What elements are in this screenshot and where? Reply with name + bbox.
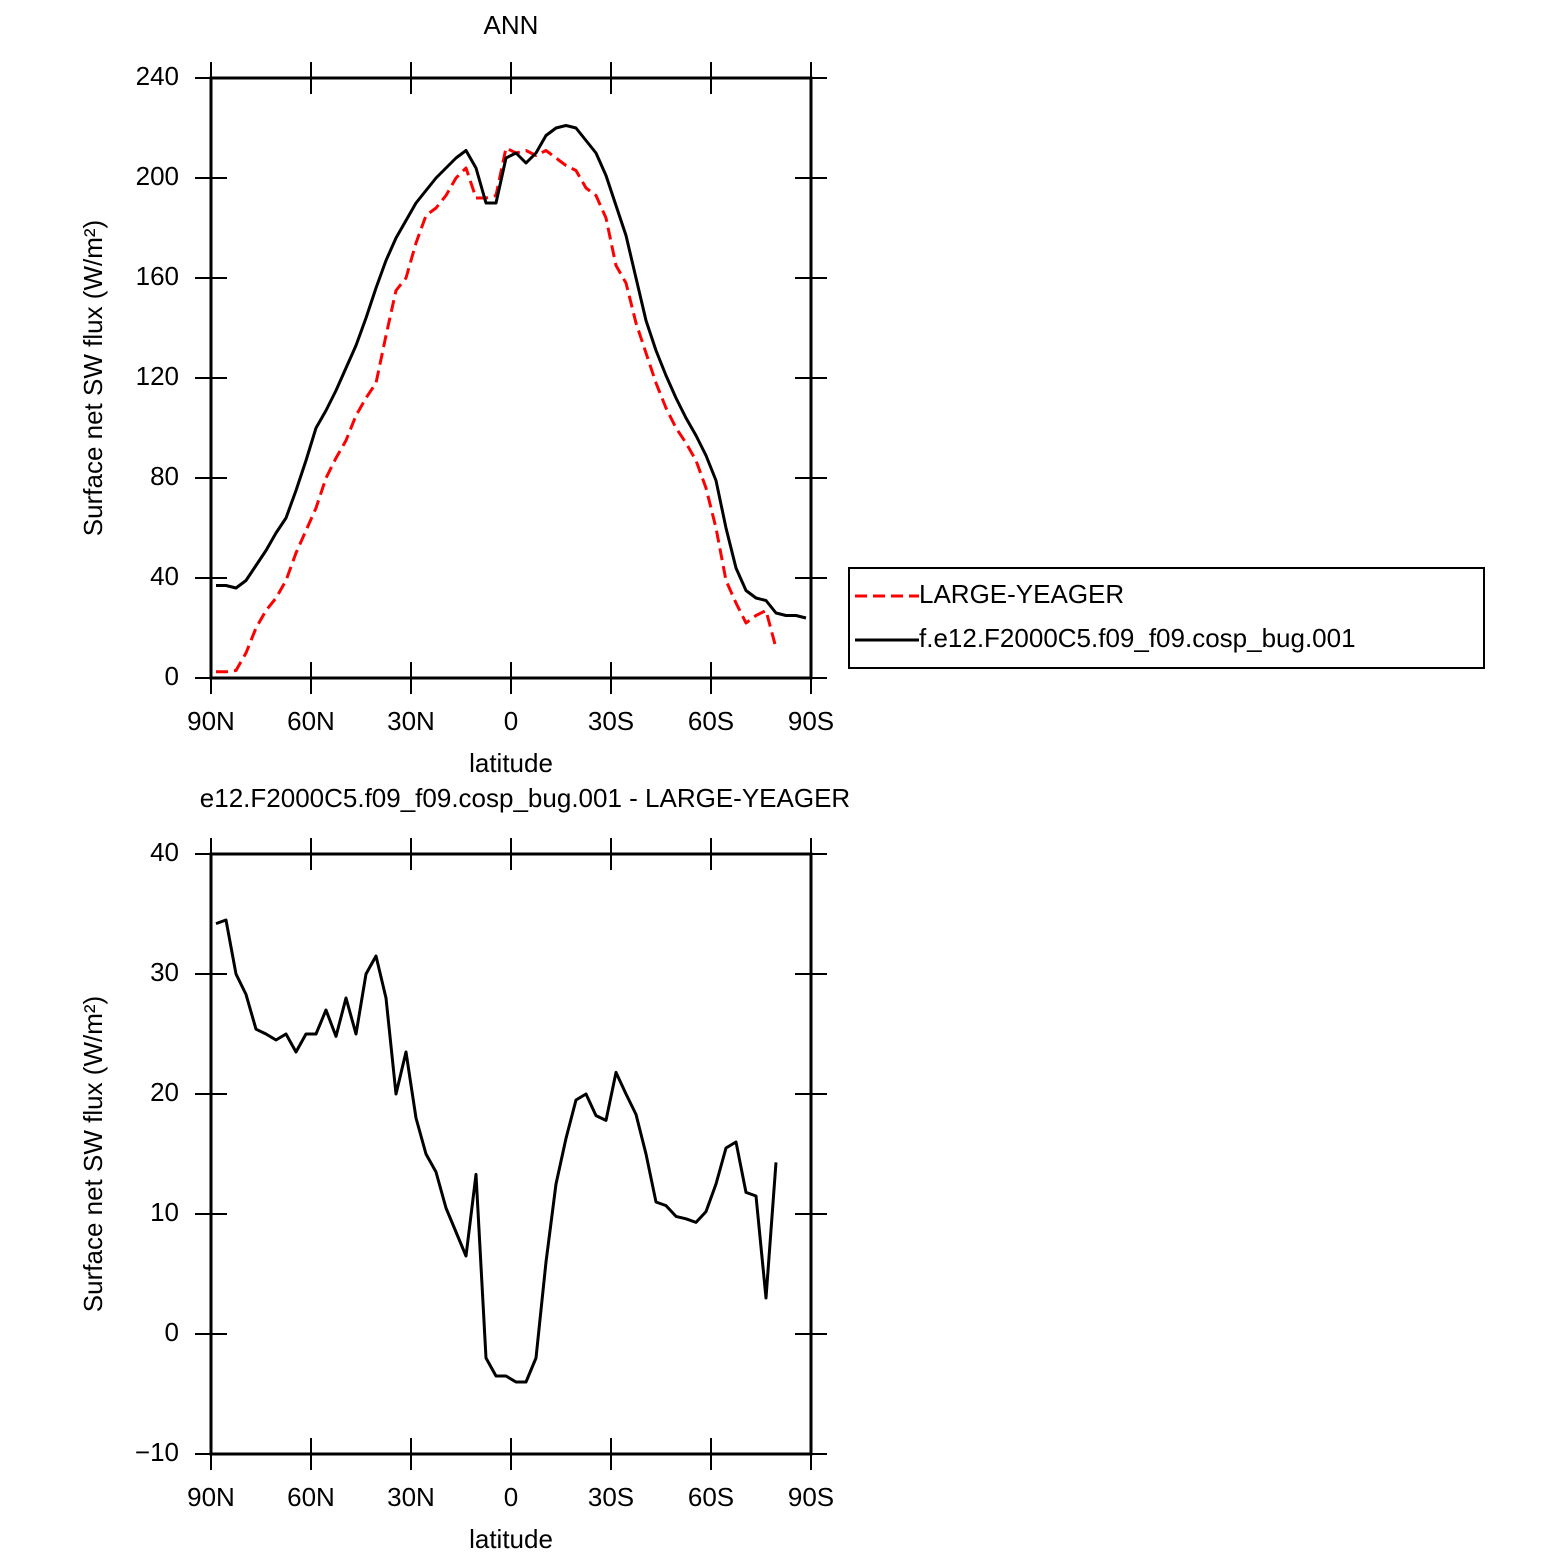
y-axis-label: Surface net SW flux (W/m²) (78, 220, 108, 536)
data-line (216, 146, 778, 674)
y-tick-label: 20 (150, 1077, 179, 1107)
x-tick-label: 60N (287, 706, 335, 736)
y-axis-label: Surface net SW flux (W/m²) (78, 996, 108, 1312)
y-tick-label: 200 (136, 161, 179, 191)
x-axis-label: latitude (469, 748, 553, 778)
data-line (215, 918, 778, 1384)
chart-title: ANN (484, 10, 539, 40)
legend-label: f.e12.F2000C5.f09_f09.cosp_bug.001 (919, 623, 1356, 653)
chart-title: e12.F2000C5.f09_f09.cosp_bug.001 - LARGE… (200, 783, 850, 813)
x-tick-label: 90N (187, 1482, 235, 1512)
x-tick-label: 60S (688, 1482, 734, 1512)
x-tick-label: 30S (588, 1482, 634, 1512)
x-tick-label: 30N (387, 1482, 435, 1512)
y-tick-label: 0 (165, 1317, 179, 1347)
x-tick-label: 60N (287, 1482, 335, 1512)
y-tick-label: 120 (136, 361, 179, 391)
y-tick-label: 0 (165, 661, 179, 691)
y-tick-label: −10 (135, 1437, 179, 1467)
y-tick-label: 40 (150, 561, 179, 591)
y-tick-label: 10 (150, 1197, 179, 1227)
x-tick-label: 0 (504, 706, 518, 736)
x-tick-label: 90N (187, 706, 235, 736)
y-tick-label: 30 (150, 957, 179, 987)
legend-label: LARGE-YEAGER (919, 579, 1124, 609)
x-tick-label: 90S (788, 706, 834, 736)
x-tick-label: 60S (688, 706, 734, 736)
plot-frame (209, 852, 813, 1456)
x-tick-label: 30S (588, 706, 634, 736)
data-line (216, 124, 807, 620)
y-tick-label: 80 (150, 461, 179, 491)
legend-box (848, 567, 1485, 669)
x-tick-label: 0 (504, 1482, 518, 1512)
y-tick-label: 40 (150, 837, 179, 867)
x-tick-label: 90S (788, 1482, 834, 1512)
x-axis-label: latitude (469, 1524, 553, 1554)
plot-frame (209, 76, 813, 680)
y-tick-label: 240 (136, 61, 179, 91)
x-tick-label: 30N (387, 706, 435, 736)
y-tick-label: 160 (136, 261, 179, 291)
